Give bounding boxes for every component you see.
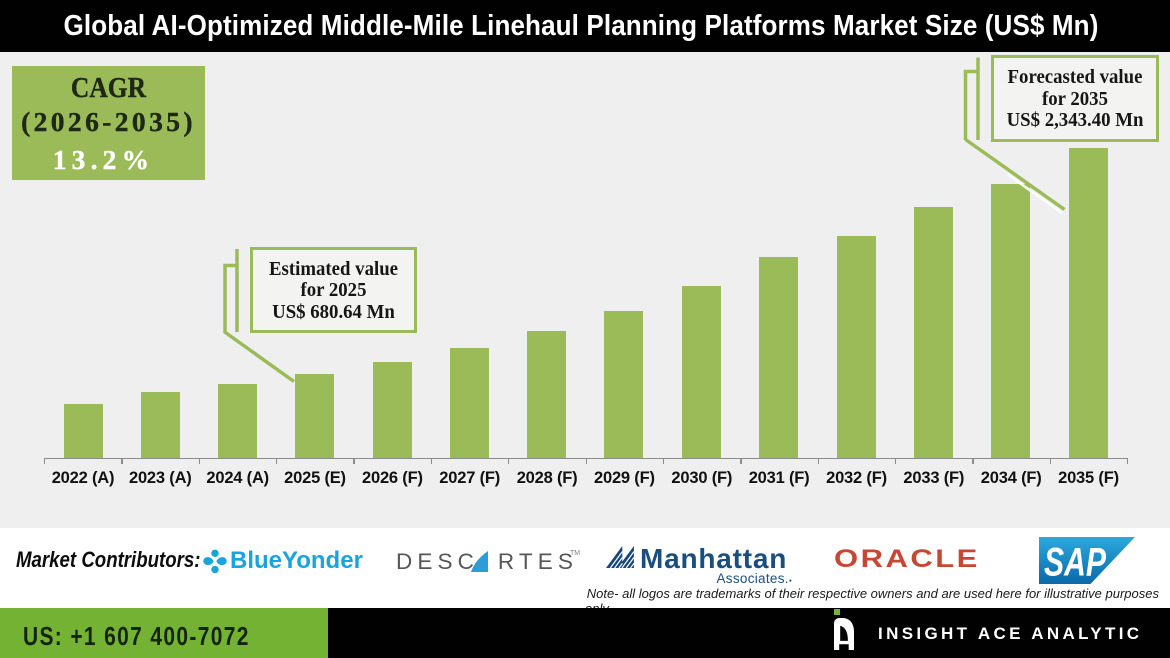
svg-text:SAP: SAP bbox=[1044, 541, 1106, 585]
